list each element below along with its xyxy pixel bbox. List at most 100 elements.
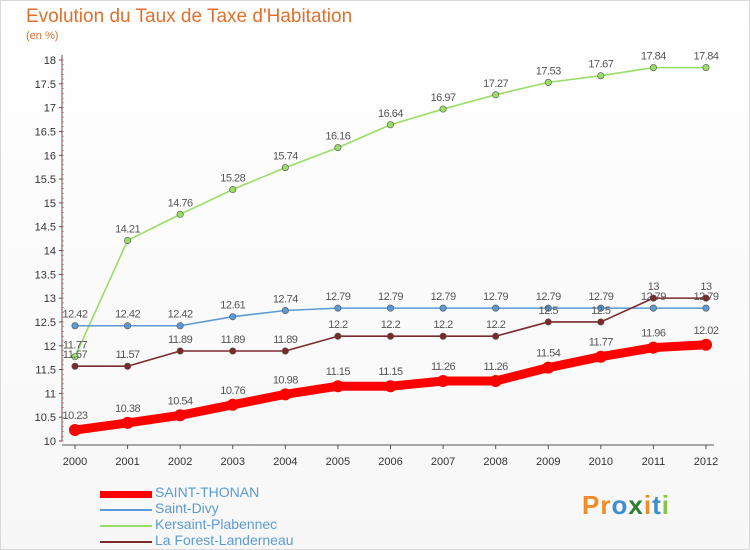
legend-label: La Forest-Landerneau (155, 532, 294, 548)
data-label: 12.5 (539, 305, 559, 317)
y-tick-label: 14.5 (35, 222, 56, 234)
legend-label: Saint-Divy (155, 500, 219, 516)
data-label: 10.54 (168, 395, 193, 407)
y-tick-label: 10 (44, 436, 56, 448)
logo-letter: i (643, 490, 653, 520)
data-label: 16.16 (325, 131, 350, 143)
x-tick-label: 2012 (694, 456, 718, 468)
data-point (176, 347, 184, 355)
data-label: 13 (648, 281, 660, 293)
data-label: 10.38 (115, 403, 140, 415)
data-point (71, 322, 79, 330)
data-point (334, 144, 342, 152)
data-point (384, 380, 397, 393)
data-label: 12.2 (381, 319, 401, 331)
data-label: 11.77 (63, 340, 88, 352)
data-label: 11.96 (641, 328, 666, 340)
data-point (279, 388, 292, 401)
x-tick-label: 2002 (168, 456, 192, 468)
data-point (229, 347, 237, 355)
y-tick-label: 15 (44, 198, 56, 210)
logo-letter: x (628, 490, 644, 520)
data-point (334, 332, 342, 340)
data-label: 12.2 (433, 319, 453, 331)
data-point (176, 322, 184, 330)
data-point (489, 374, 502, 387)
y-tick-label: 17.5 (35, 79, 56, 91)
data-label: 12.2 (486, 319, 506, 331)
data-point (597, 72, 605, 80)
data-label: 11.57 (115, 349, 140, 361)
y-tick-label: 17 (44, 103, 56, 115)
x-tick-label: 2001 (115, 456, 139, 468)
x-tick-label: 2008 (483, 456, 507, 468)
data-point (544, 304, 552, 312)
data-point (542, 361, 555, 374)
data-point (700, 338, 712, 351)
data-label: 12.2 (328, 319, 348, 331)
data-label: 11.26 (484, 361, 509, 373)
data-point (69, 424, 81, 437)
y-tick-label: 11 (45, 388, 56, 400)
legend-swatch (100, 490, 152, 498)
data-point (334, 304, 342, 312)
data-label: 11.77 (589, 337, 614, 349)
legend-swatch (100, 541, 152, 543)
data-label: 12.79 (325, 291, 350, 303)
data-point (437, 374, 450, 387)
data-label: 11.57 (63, 349, 88, 361)
data-label: 13 (700, 281, 712, 293)
data-label: 17.67 (588, 59, 613, 71)
proxiti-logo: Proxiti (582, 490, 670, 521)
data-label: 16.64 (378, 108, 403, 120)
data-point (71, 362, 79, 370)
y-tick-label: 12 (44, 341, 56, 353)
data-label: 11.89 (221, 334, 246, 346)
legend-swatch (100, 525, 152, 527)
data-label: 17.27 (483, 78, 508, 90)
data-label: 15.74 (273, 151, 298, 163)
data-point (386, 304, 394, 312)
data-point (647, 341, 660, 354)
data-point (124, 236, 132, 244)
chart-title: Evolution du Taux de Taxe d'Habitation (26, 6, 353, 27)
data-point (124, 322, 132, 330)
data-point (229, 313, 237, 321)
y-tick-label: 13 (44, 293, 56, 305)
data-point (492, 304, 500, 312)
x-tick-label: 2000 (63, 456, 87, 468)
data-label: 12.42 (62, 309, 87, 321)
data-point (702, 64, 710, 72)
data-label: 17.84 (641, 51, 666, 63)
y-tick-label: 16 (44, 150, 56, 162)
data-point (439, 304, 447, 312)
x-tick-label: 2009 (536, 456, 560, 468)
data-point (702, 304, 710, 312)
data-label: 10.23 (62, 410, 87, 422)
data-label: 11.15 (326, 366, 351, 378)
data-label: 12.61 (220, 300, 245, 312)
x-tick-label: 2006 (378, 456, 402, 468)
data-point (71, 353, 79, 361)
logo-letter: t (652, 490, 662, 520)
data-label: 12.79 (483, 291, 508, 303)
y-tick-label: 18 (44, 55, 56, 67)
data-label: 17.53 (536, 65, 561, 77)
data-point (649, 294, 657, 302)
y-tick-label: 10.5 (35, 412, 56, 424)
data-point (594, 350, 607, 363)
data-point (492, 332, 500, 340)
data-point (226, 398, 239, 411)
data-point (544, 318, 552, 326)
data-label: 17.84 (693, 51, 718, 63)
data-point (597, 304, 605, 312)
data-point (281, 164, 289, 172)
x-tick-label: 2003 (221, 456, 245, 468)
data-point (649, 304, 657, 312)
y-tick-label: 15.5 (35, 174, 56, 186)
legend-label: SAINT-THONAN (155, 484, 260, 500)
x-tick-label: 2011 (642, 456, 666, 468)
data-label: 15.28 (220, 173, 245, 185)
